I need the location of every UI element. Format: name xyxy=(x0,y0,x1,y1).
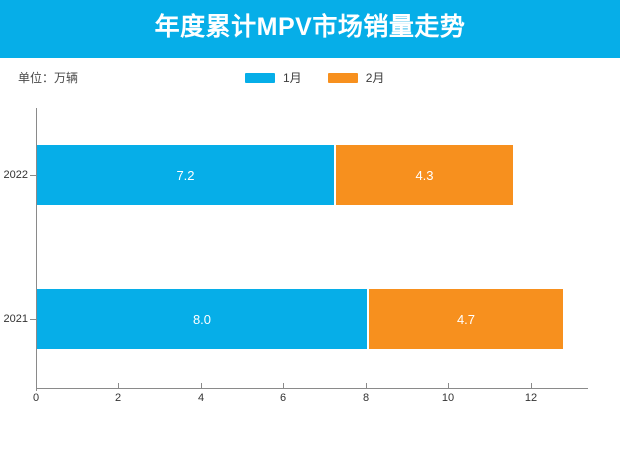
x-axis-tick-6 xyxy=(283,383,284,389)
legend-swatch-series-2 xyxy=(327,72,358,83)
legend-item-series-2[interactable]: 2月 xyxy=(327,69,385,86)
x-axis-label-4: 4 xyxy=(197,392,205,404)
unit-note: 单位：万辆 xyxy=(18,71,79,85)
title-underline xyxy=(0,55,620,58)
x-axis-tick-10 xyxy=(448,383,449,389)
bar-value-2021-feb: 4.7 xyxy=(456,311,476,327)
x-axis-tick-12 xyxy=(531,383,532,389)
legend-label-series-2: 2月 xyxy=(365,71,385,85)
bar-value-2022-jan: 7.2 xyxy=(176,167,195,183)
y-axis-label-2021: 2021 xyxy=(3,313,28,325)
y-axis-line xyxy=(36,108,37,391)
bar-value-2021-jan: 8.0 xyxy=(192,311,212,327)
x-axis-tick-0 xyxy=(36,383,37,389)
x-axis-label-12: 12 xyxy=(524,392,538,404)
bar-row-2022: 7.2 4.3 xyxy=(37,145,513,205)
x-axis-label-10: 10 xyxy=(441,392,455,404)
x-axis-label-0: 0 xyxy=(32,392,40,404)
page-title: 年度累计MPV市场销量走势 xyxy=(154,13,466,41)
legend-swatch-series-1 xyxy=(245,72,275,83)
bar-segment-2021-jan[interactable]: 8.0 xyxy=(37,289,367,349)
bar-value-2022-feb: 4.3 xyxy=(415,167,434,183)
x-axis-label-8: 8 xyxy=(362,392,370,404)
chart-plot-area: 2022 2021 0 2 4 6 8 10 12 7.2 4.3 8.0 4.… xyxy=(0,100,620,410)
x-axis-tick-4 xyxy=(201,383,202,389)
legend-label-series-1: 1月 xyxy=(283,71,302,85)
x-axis-tick-8 xyxy=(366,383,367,389)
chart-title-bar: 年度累计MPV市场销量走势 xyxy=(0,0,620,55)
bar-segment-2022-feb[interactable]: 4.3 xyxy=(336,145,513,205)
bar-segment-2022-jan[interactable]: 7.2 xyxy=(37,145,334,205)
x-axis-label-2: 2 xyxy=(114,392,122,404)
x-axis-tick-2 xyxy=(118,383,119,389)
y-axis-tick-2022 xyxy=(30,175,36,176)
legend-item-series-1[interactable]: 1月 xyxy=(245,69,302,86)
chart-legend: 1月 2月 xyxy=(245,69,384,86)
chart-sub-header: 单位：万辆 1月 2月 xyxy=(0,58,620,98)
y-axis-label-2022: 2022 xyxy=(3,169,28,181)
bar-segment-2021-feb[interactable]: 4.7 xyxy=(369,289,563,349)
bar-row-2021: 8.0 4.7 xyxy=(37,289,563,349)
y-axis-tick-2021 xyxy=(30,319,36,320)
x-axis-label-6: 6 xyxy=(279,392,287,404)
x-axis-line xyxy=(36,388,588,389)
